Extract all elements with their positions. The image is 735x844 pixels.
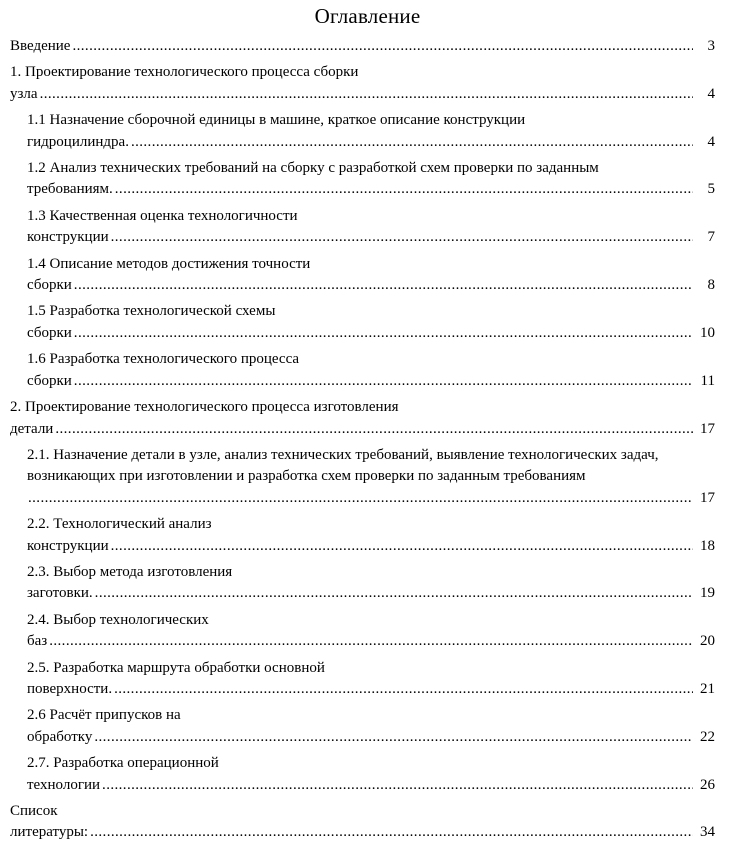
toc-page-number: 4 — [693, 131, 715, 154]
dot-leader — [55, 421, 715, 437]
dot-leader — [114, 681, 715, 697]
dot-leader — [74, 373, 715, 389]
toc-page-number: 34 — [693, 822, 715, 844]
toc-entry-text: 2.1. Назначение детали в узле, анализ те… — [27, 446, 659, 485]
toc-entry[interactable]: 2. Проектирование технологического проце… — [10, 397, 715, 440]
toc-entry[interactable]: 1.4 Описание методов достижения точности… — [27, 254, 715, 297]
dot-leader — [111, 538, 715, 554]
toc-page-number: 22 — [693, 726, 715, 749]
toc-page-number: 19 — [693, 583, 715, 605]
dot-leader — [49, 633, 715, 649]
page-title: Оглавление — [314, 4, 421, 28]
toc-page-number: 3 — [693, 36, 715, 58]
toc-entry-text: Введение — [10, 38, 71, 54]
dot-leader — [131, 134, 715, 150]
dot-leader — [28, 488, 709, 509]
toc-entry[interactable]: 2.5. Разработка маршрута обработки основ… — [27, 658, 715, 701]
toc-list: Введение 3 1. Проектирование технологичес… — [0, 36, 735, 844]
toc-page-number: 10 — [693, 322, 715, 345]
dot-leader — [95, 585, 715, 601]
dot-leader — [94, 729, 715, 745]
toc-page-number: 7 — [693, 227, 715, 249]
toc-entry[interactable]: 1.6 Разработка технологического процесса… — [27, 349, 715, 393]
toc-page-number: 26 — [693, 774, 715, 796]
dot-leader — [102, 777, 715, 793]
toc-entry[interactable]: 1. Проектирование технологического проце… — [10, 62, 715, 106]
toc-entry[interactable]: 2.7. Разработка операционной технологии2… — [27, 753, 715, 796]
toc-page-number: 17 — [693, 418, 715, 440]
toc-page-number: 8 — [693, 275, 715, 297]
toc-page-number: 20 — [693, 631, 715, 653]
toc-entry-text: 2.2. Технологический анализ конструкции — [27, 516, 212, 554]
dot-leader — [74, 325, 715, 341]
toc-entry[interactable]: 2.6 Расчёт припусков на обработку22 — [27, 705, 715, 749]
toc-entry[interactable]: 2.4. Выбор технологических баз20 — [27, 610, 715, 653]
dot-leader — [90, 824, 715, 840]
dot-leader — [74, 277, 715, 293]
toc-entry-text: 2. Проектирование технологического проце… — [10, 399, 399, 437]
toc-page-number: 21 — [693, 678, 715, 701]
toc-entry[interactable]: 1.2 Анализ технических требований на сбо… — [27, 158, 715, 201]
toc-page-number: 17 — [693, 487, 715, 510]
dot-leader — [115, 181, 715, 197]
dot-leader — [72, 38, 715, 54]
toc-entry[interactable]: Введение 3 — [10, 36, 715, 58]
toc-page-number: 18 — [693, 535, 715, 557]
toc-entry[interactable]: 2.3. Выбор метода изготовления заготовки… — [27, 562, 715, 605]
dot-leader — [111, 229, 715, 245]
toc-entry[interactable]: 1.3 Качественная оценка технологичности … — [27, 206, 715, 249]
toc-entry-text: 1.2 Анализ технических требований на сбо… — [27, 160, 599, 198]
toc-entry[interactable]: 2.2. Технологический анализ конструкции 1… — [27, 514, 715, 557]
toc-entry-text: Список литературы: — [10, 803, 89, 841]
toc-page-number: 5 — [693, 179, 715, 201]
document-page: Оглавление Введение 3 1. Проектирование т… — [0, 0, 735, 566]
toc-page-number: 11 — [693, 370, 715, 393]
toc-entry-text: 1.6 Разработка технологического процесса… — [27, 351, 300, 389]
toc-entry[interactable]: 1.1 Назначение сборочной единицы в машин… — [27, 110, 715, 154]
toc-entry[interactable]: Список литературы: 34 — [10, 801, 715, 844]
dot-leader — [40, 86, 715, 102]
toc-entry-text: 1.4 Описание методов достижения точности… — [27, 255, 311, 294]
toc-entry-text: 1.3 Качественная оценка технологичности … — [27, 207, 298, 246]
toc-entry[interactable]: 1.5 Разработка технологической схемы сбо… — [27, 301, 715, 345]
toc-entry-text: 1.1 Назначение сборочной единицы в машин… — [27, 112, 526, 150]
toc-entry-text: 1.5 Разработка технологической схемы сбо… — [27, 303, 276, 341]
toc-page-number: 4 — [693, 83, 715, 106]
toc-entry-text: 1. Проектирование технологического проце… — [10, 64, 359, 102]
toc-entry[interactable]: 2.1. Назначение детали в узле, анализ те… — [27, 445, 715, 510]
